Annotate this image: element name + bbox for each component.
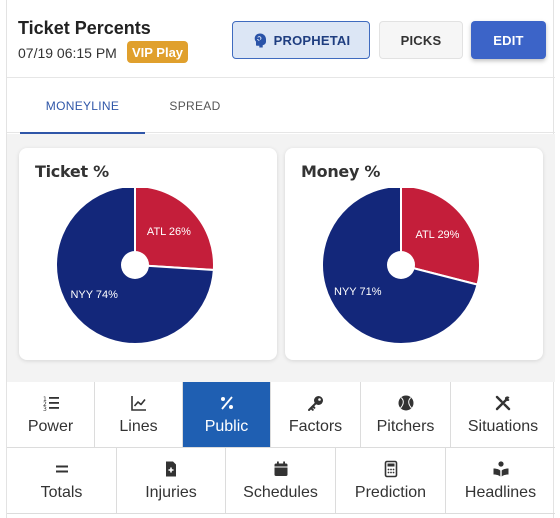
pie-label-atl: ATL 26% [147, 226, 191, 238]
nav-item-lines[interactable]: Lines [95, 382, 183, 447]
nav-item-totals[interactable]: Totals [7, 448, 117, 513]
ticket-percent-pie: ATL 26% NYY 74% [55, 188, 215, 345]
svg-text:3: 3 [43, 406, 47, 412]
nav-label: Schedules [243, 483, 318, 501]
pie-label-nyy: NYY 74% [70, 289, 118, 301]
bet-type-tabs: MONEYLINE SPREAD [7, 79, 555, 134]
equals-icon [53, 460, 71, 478]
prophetai-label: PROPHETAI [273, 32, 351, 48]
calculator-icon [382, 460, 400, 478]
nav-label: Public [204, 417, 249, 435]
nav-item-schedules[interactable]: Schedules [226, 448, 336, 513]
nav-label: Injuries [145, 483, 197, 501]
charts-area: Ticket % ATL 26% NYY 74% Money % ATL 29% N… [7, 134, 555, 382]
pie-label-atl: ATL 29% [415, 229, 459, 241]
nav-item-headlines[interactable]: Headlines [446, 448, 555, 513]
picks-button[interactable]: PICKS [379, 21, 463, 59]
prophetai-button[interactable]: PROPHETAI [232, 21, 370, 59]
nav-item-factors[interactable]: Factors [271, 382, 361, 447]
vip-badge: VIP Play [127, 41, 188, 63]
tools-icon [494, 394, 512, 412]
nav-label: Power [27, 417, 74, 435]
edit-button[interactable]: EDIT [471, 21, 546, 59]
panel-header: Ticket Percents 07/19 06:15 PM VIP Play … [7, 0, 555, 78]
pie-slice-atl[interactable] [400, 188, 481, 286]
nav-item-prediction[interactable]: Prediction [336, 448, 446, 513]
nav-label: Situations [467, 417, 539, 435]
svg-text:1: 1 [43, 396, 47, 403]
money-percent-pie: ATL 29% NYY 71% [321, 188, 481, 345]
line-chart-icon [130, 394, 148, 412]
pie-center-hole [121, 251, 149, 279]
nav-item-injuries[interactable]: Injuries [117, 448, 226, 513]
percent-icon [218, 394, 236, 412]
key-icon [307, 394, 325, 412]
ticket-percent-card: Ticket % ATL 26% NYY 74% [19, 148, 277, 360]
nav-label: Headlines [464, 483, 537, 501]
nav-row-2: Totals Injuries Schedules Prediction [7, 448, 555, 514]
money-percent-title: Money % [301, 162, 381, 181]
nav-label: Prediction [354, 483, 427, 501]
brain-icon [254, 33, 266, 48]
nav-item-pitchers[interactable]: Pitchers [361, 382, 451, 447]
tab-moneyline[interactable]: MONEYLINE [20, 79, 145, 134]
svg-text:2: 2 [43, 401, 47, 408]
nav-item-situations[interactable]: Situations [451, 382, 555, 447]
nav-label: Pitchers [376, 417, 435, 435]
baseball-icon [397, 394, 415, 412]
calendar-icon [272, 460, 290, 478]
pie-center-hole [387, 251, 415, 279]
pie-label-nyy: NYY 71% [334, 286, 382, 298]
ticket-percent-title: Ticket % [35, 162, 109, 181]
medical-file-icon [162, 460, 180, 478]
money-percent-card: Money % ATL 29% NYY 71% [285, 148, 543, 360]
game-datetime: 07/19 06:15 PM [18, 45, 117, 61]
reader-icon [492, 460, 510, 478]
nav-label: Factors [288, 417, 343, 435]
pie-slice-atl[interactable] [134, 188, 215, 272]
page-title: Ticket Percents [18, 18, 151, 38]
tab-spread[interactable]: SPREAD [169, 99, 221, 113]
ticket-percents-panel: Ticket Percents 07/19 06:15 PM VIP Play … [6, 0, 555, 518]
nav-label: Totals [40, 483, 83, 501]
nav-item-public[interactable]: Public [183, 382, 271, 447]
nav-label: Lines [119, 417, 158, 435]
